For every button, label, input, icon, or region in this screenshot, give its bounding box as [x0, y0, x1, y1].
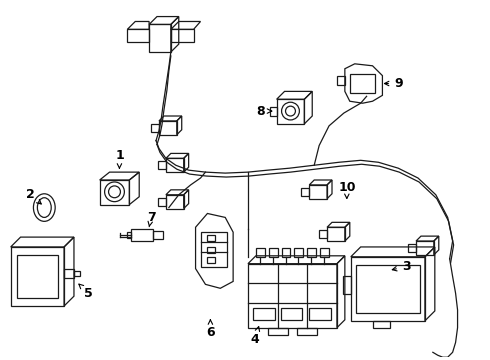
Bar [281, 308, 302, 320]
Text: 8: 8 [256, 105, 271, 118]
Text: 9: 9 [385, 77, 403, 90]
Bar [309, 308, 331, 320]
Bar [282, 248, 291, 257]
Text: 7: 7 [147, 211, 155, 227]
Text: 5: 5 [79, 284, 93, 300]
Bar [307, 248, 316, 257]
Bar [253, 308, 275, 320]
Bar [269, 248, 278, 257]
Text: 1: 1 [115, 149, 124, 168]
Text: 10: 10 [338, 181, 356, 198]
Bar [356, 265, 420, 313]
Bar [297, 328, 317, 334]
Bar [372, 321, 391, 328]
Bar [294, 248, 303, 257]
Text: 2: 2 [26, 188, 41, 204]
Text: 3: 3 [392, 260, 411, 273]
Bar [268, 328, 288, 334]
Bar [320, 248, 329, 257]
Bar [256, 248, 265, 257]
Text: 4: 4 [250, 327, 260, 346]
Text: 6: 6 [206, 320, 215, 339]
